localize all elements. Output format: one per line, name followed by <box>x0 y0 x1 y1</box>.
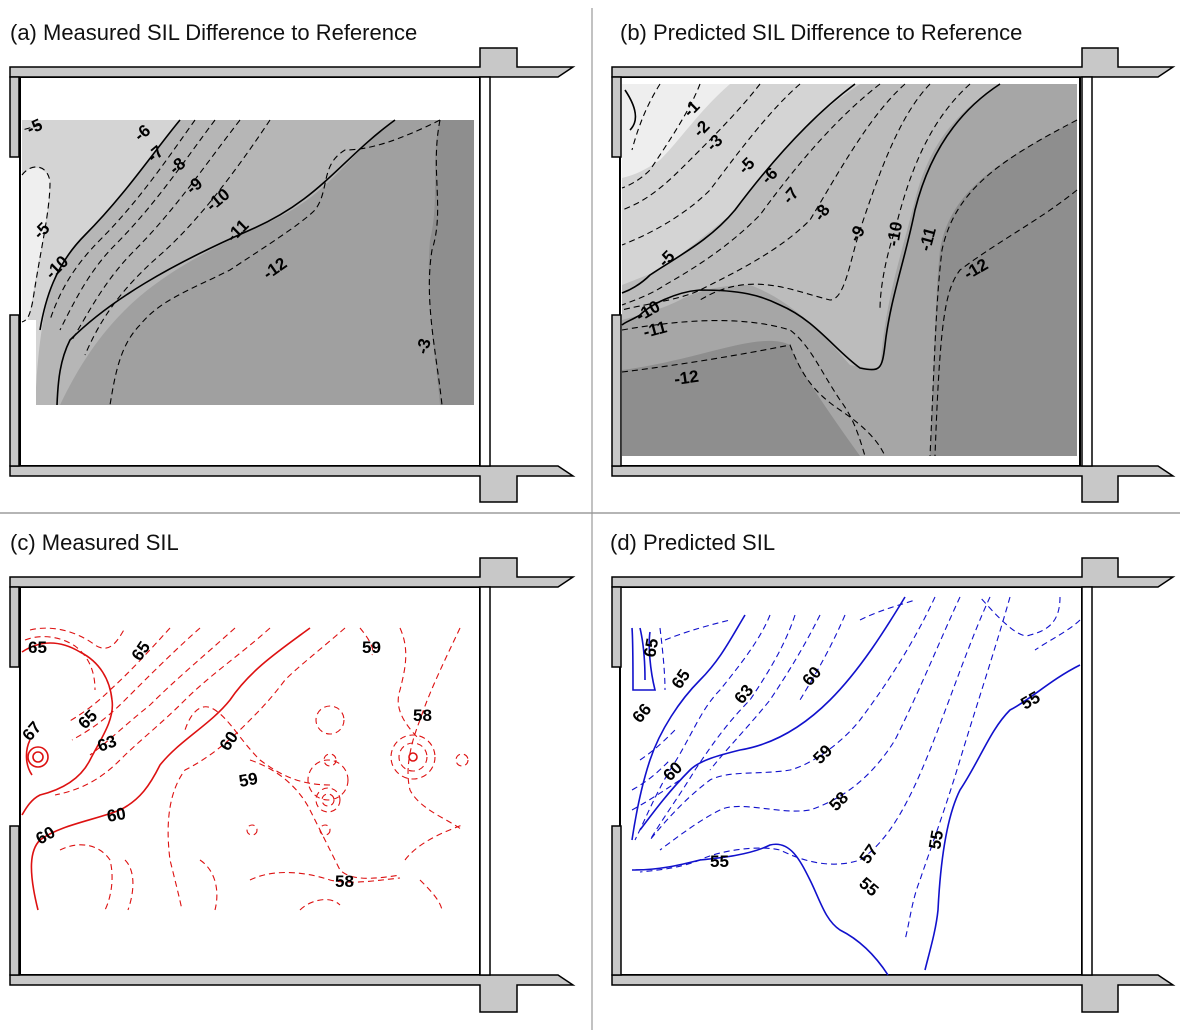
contour-label: 55 <box>925 829 947 851</box>
contour-label: 58 <box>335 872 354 891</box>
panel-a-contour-lines <box>21 119 443 406</box>
panel-b: (b) Predicted SIL Difference to Referenc… <box>611 20 1176 503</box>
panel-c-contour-lines <box>21 627 469 911</box>
panel-b-contour-lines <box>621 83 1078 457</box>
panel-a-title: (a) Measured SIL Difference to Reference <box>10 20 417 45</box>
panel-d-title: (d) Predicted SIL <box>610 530 775 555</box>
panel-d-contour-lines <box>631 596 1081 976</box>
panel-d-plan <box>611 557 1176 1013</box>
contour-label: -5 <box>24 115 46 139</box>
contour-label: -12 <box>673 367 700 389</box>
contour-label: -10 <box>883 220 906 248</box>
level-fill-5 <box>22 120 180 405</box>
panel-b-title: (b) Predicted SIL Difference to Referenc… <box>620 20 1022 45</box>
panel-c-plan <box>9 557 576 1013</box>
panel-b-filled-contours <box>622 84 1077 456</box>
level-fill-3 <box>22 168 50 320</box>
panel-c-heading-text: (c) Measured SIL <box>10 530 179 555</box>
panel-d: (d) Predicted SIL <box>610 530 1176 1013</box>
contour-label: 58 <box>413 706 432 725</box>
contour-label: -3 <box>413 337 435 357</box>
panel-c-group: (c) Measured SIL <box>9 530 576 1013</box>
contour-label: 59 <box>362 638 381 657</box>
contour-label: 59 <box>237 769 259 791</box>
panel-a: (a) Measured SIL Difference to Reference <box>9 20 576 503</box>
contour-label: 65 <box>640 637 662 659</box>
panels-c-and-d: (c) Measured SIL <box>0 514 1180 1033</box>
panel-a-filled-contours <box>22 120 474 405</box>
contour-label: 65 <box>28 638 47 657</box>
contour-label: 60 <box>105 804 127 826</box>
contour-label: 55 <box>710 852 729 871</box>
